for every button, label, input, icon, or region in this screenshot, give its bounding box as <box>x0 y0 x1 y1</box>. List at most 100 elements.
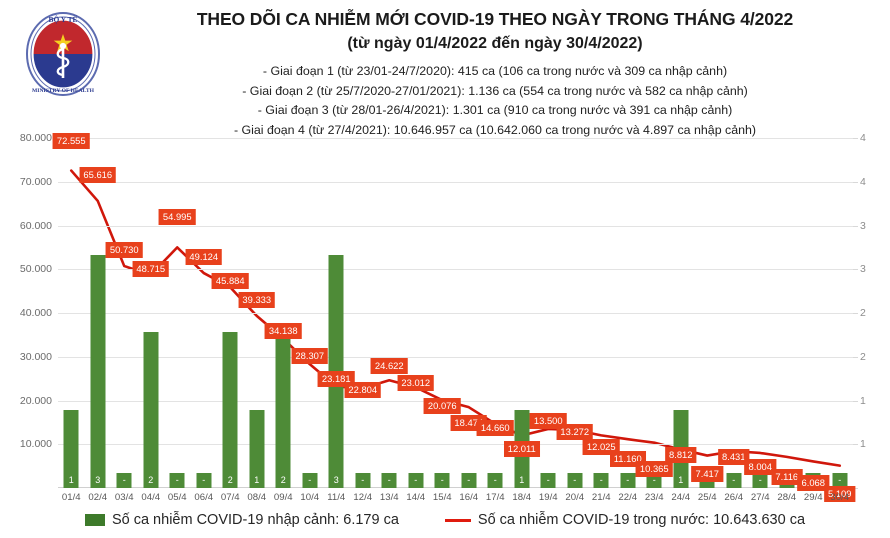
bar-value-label: - <box>732 475 736 485</box>
x-axis-tick: 28/4 <box>777 492 797 503</box>
bar-value-label: 1 <box>68 475 74 485</box>
gridline <box>58 269 853 271</box>
x-axis-tick: 02/4 <box>88 492 108 503</box>
chart-header: BỘ Y TẾ MINISTRY OF HEALTH THEO DÕI CA N… <box>0 0 890 137</box>
line-value-label: 72.555 <box>52 132 90 149</box>
x-axis-tick: 18/4 <box>512 492 532 503</box>
title-block: THEO DÕI CA NHIỄM MỚI COVID-19 THEO NGÀY… <box>110 8 880 56</box>
bar-value-label: - <box>493 475 497 485</box>
y-axis-left-tick: 10.000 <box>19 438 52 451</box>
bar <box>355 473 371 488</box>
x-axis-tick: 23/4 <box>644 492 664 503</box>
x-axis-tick: 17/4 <box>485 492 505 503</box>
bar-value-label: 1 <box>254 475 260 485</box>
bar <box>487 473 503 488</box>
x-axis-tick: 29/4 <box>803 492 823 503</box>
x-axis-tick: 03/4 <box>114 492 134 503</box>
gridline <box>58 225 853 227</box>
bar-value-label: - <box>599 475 603 485</box>
y-axis-right-tick: 1 <box>860 394 866 407</box>
x-axis-tick: 05/4 <box>167 492 187 503</box>
bar <box>434 473 450 488</box>
y-axis-left-tick: 50.000 <box>19 263 52 276</box>
line-value-label: 22.804 <box>344 382 382 399</box>
bar-value-label: 3 <box>95 475 101 485</box>
x-axis-tick: 22/4 <box>618 492 638 503</box>
bar-value-label: - <box>175 475 179 485</box>
line-value-label: 24.622 <box>370 358 408 375</box>
y-axis-right-tick-mark <box>853 313 858 314</box>
bar-value-label: 2 <box>227 475 233 485</box>
phase-line: - Giai đoạn 4 (từ 27/4/2021): 10.646.957… <box>233 122 757 137</box>
bar-value-label: 1 <box>678 475 684 485</box>
logo-top-text: BỘ Y TẾ <box>49 14 78 24</box>
x-axis-tick: 01/4 <box>61 492 81 503</box>
line-value-label: 45.884 <box>211 273 249 290</box>
bar-value-label: - <box>414 475 418 485</box>
x-axis-tick: 10/4 <box>300 492 320 503</box>
y-axis-right-tick: 2 <box>860 350 866 363</box>
x-axis-tick: 08/4 <box>247 492 267 503</box>
bar <box>249 410 265 488</box>
bar <box>593 473 609 488</box>
x-axis-tick: 12/4 <box>353 492 373 503</box>
x-axis-tick: 20/4 <box>565 492 585 503</box>
bar <box>567 473 583 488</box>
bar <box>620 473 636 488</box>
plot-area: 80.000 4 70.000 4 60.000 3 50.000 3 40.000 2 30.00… <box>20 132 866 502</box>
legend-line-swatch-icon <box>444 518 471 522</box>
legend-bar-swatch-icon <box>84 514 105 526</box>
chart-title: THEO DÕI CA NHIỄM MỚI COVID-19 THEO NGÀY… <box>196 9 794 29</box>
y-axis-right-tick-mark <box>853 444 858 446</box>
x-axis-tick: 04/4 <box>141 492 161 503</box>
gridline <box>58 138 853 139</box>
y-axis-left-tick: 70.000 <box>19 175 52 188</box>
bar-value-label: - <box>440 475 444 485</box>
line-value-label: 34.138 <box>264 322 302 339</box>
bar <box>752 473 768 488</box>
phase-line: - Giai đoạn 3 (từ 28/01-26/4/2021): 1.30… <box>257 103 733 118</box>
bar-value-label: 2 <box>280 475 286 485</box>
x-axis-tick: 21/4 <box>591 492 611 503</box>
legend-item-imported: Số ca nhiễm COVID-19 nhập cảnh: 6.179 ca <box>84 512 399 528</box>
y-axis-right-tick-mark <box>853 269 858 271</box>
line-value-label: 48.715 <box>132 260 170 277</box>
phase-line: - Giai đoạn 2 (từ 25/7/2020-27/01/2021):… <box>242 83 748 98</box>
y-axis-right-tick: 3 <box>860 219 866 232</box>
x-axis-tick: 25/4 <box>697 492 717 503</box>
bar <box>169 473 185 488</box>
bar <box>63 410 79 488</box>
line-value-label: 10.365 <box>635 460 673 477</box>
y-axis-left-tick: 20.000 <box>19 394 52 407</box>
bar <box>461 473 477 488</box>
phase-summary-list: - Giai đoạn 1 (từ 23/01-24/7/2020): 415 … <box>110 62 880 140</box>
x-axis-tick: 13/4 <box>379 492 399 503</box>
line-value-label: 54.995 <box>158 209 196 226</box>
phase-line: - Giai đoạn 1 (từ 23/01-24/7/2020): 415 … <box>262 64 728 78</box>
bar <box>143 332 159 488</box>
bar <box>646 473 662 488</box>
line-value-label: 8.431 <box>718 449 750 466</box>
bar <box>196 473 212 488</box>
y-axis-right-tick: 4 <box>860 132 866 144</box>
y-axis-left-tick: 80.000 <box>19 132 52 144</box>
x-axis: 01/4 02/4 03/4 04/4 05/4 06/4 07/4 08/4 09/4 10/4… <box>58 492 853 508</box>
bar <box>832 473 848 488</box>
logo-emblem-icon: BỘ Y TẾ MINISTRY OF HEALTH <box>26 12 100 96</box>
line-value-label: 23.012 <box>397 375 435 392</box>
x-axis-tick: 19/4 <box>538 492 558 503</box>
bar-value-label: - <box>758 475 762 485</box>
chart-subtitle: (từ ngày 01/4/2022 đến ngày 30/4/2022) <box>347 34 643 52</box>
legend-bar-label: Số ca nhiễm COVID-19 nhập cảnh: 6.179 ca <box>111 512 399 528</box>
bar <box>222 332 238 488</box>
bar <box>408 473 424 488</box>
chart-plot: 80.000 4 70.000 4 60.000 3 50.000 3 40.000 2 30.00… <box>0 128 890 502</box>
x-axis-tick: 09/4 <box>273 492 293 503</box>
bar <box>90 254 106 488</box>
line-value-label: 28.307 <box>291 348 329 365</box>
x-axis-tick: 24/4 <box>671 492 691 503</box>
x-axis-tick: 07/4 <box>220 492 240 503</box>
logo-bottom-text: MINISTRY OF HEALTH <box>32 88 95 94</box>
bar-value-label: - <box>573 475 577 485</box>
